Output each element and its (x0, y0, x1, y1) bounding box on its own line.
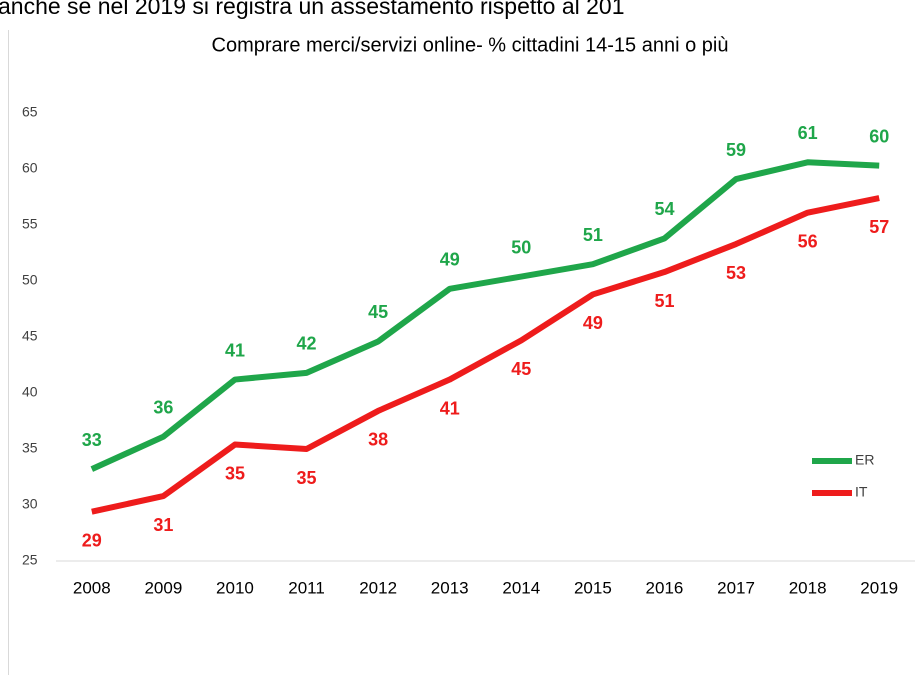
x-tick-label: 2013 (431, 578, 469, 597)
line (91, 195, 880, 515)
data-label: 33 (82, 430, 102, 450)
y-tick-label: 35 (22, 440, 38, 456)
line (90, 159, 880, 472)
data-label: 57 (869, 217, 889, 237)
y-tick-label: 30 (22, 496, 38, 512)
x-tick-label: 2015 (574, 578, 612, 597)
x-tick-label: 2008 (73, 578, 111, 597)
y-tick-label: 25 (22, 552, 38, 568)
data-label: 51 (583, 225, 603, 245)
x-tick-label: 2018 (789, 578, 827, 597)
y-tick-label: 55 (22, 216, 38, 232)
legend-label: IT (855, 484, 868, 500)
x-tick-label: 2017 (717, 578, 755, 597)
x-tick-label: 2014 (502, 578, 540, 597)
data-label: 45 (368, 302, 388, 322)
data-label: 61 (798, 123, 818, 143)
x-tick-label: 2011 (288, 578, 325, 597)
data-label: 60 (869, 126, 889, 146)
y-tick-label: 45 (22, 328, 38, 344)
data-label: 36 (153, 397, 173, 417)
y-tick-label: 40 (22, 384, 38, 400)
caption: anche se nel 2019 si registra un assesta… (0, 0, 625, 19)
x-tick-label: 2010 (216, 578, 254, 597)
data-label: 54 (654, 199, 674, 219)
legend-label: ER (855, 452, 874, 468)
chart-title: Comprare merci/servizi online- % cittadi… (212, 34, 729, 56)
data-label: 41 (440, 398, 460, 418)
data-label: 42 (297, 334, 317, 354)
data-label: 51 (654, 291, 674, 311)
data-label: 49 (583, 313, 603, 333)
data-label: 35 (297, 468, 317, 488)
data-label: 53 (726, 263, 746, 283)
data-label: 50 (511, 237, 531, 257)
data-label: 38 (368, 430, 388, 450)
data-label: 56 (798, 231, 818, 251)
y-tick-label: 65 (22, 104, 38, 120)
data-label: 35 (225, 463, 245, 483)
data-label: 59 (726, 140, 746, 160)
y-tick-label: 50 (22, 272, 38, 288)
data-label: 31 (153, 515, 173, 535)
data-label: 41 (225, 340, 245, 360)
x-tick-label: 2016 (646, 578, 684, 597)
x-tick-label: 2012 (359, 578, 397, 597)
data-label: 49 (440, 250, 460, 270)
data-label: 29 (82, 530, 102, 550)
data-label: 45 (511, 359, 531, 379)
y-tick-label: 60 (22, 160, 38, 176)
x-tick-label: 2019 (860, 578, 898, 597)
x-tick-label: 2009 (144, 578, 182, 597)
